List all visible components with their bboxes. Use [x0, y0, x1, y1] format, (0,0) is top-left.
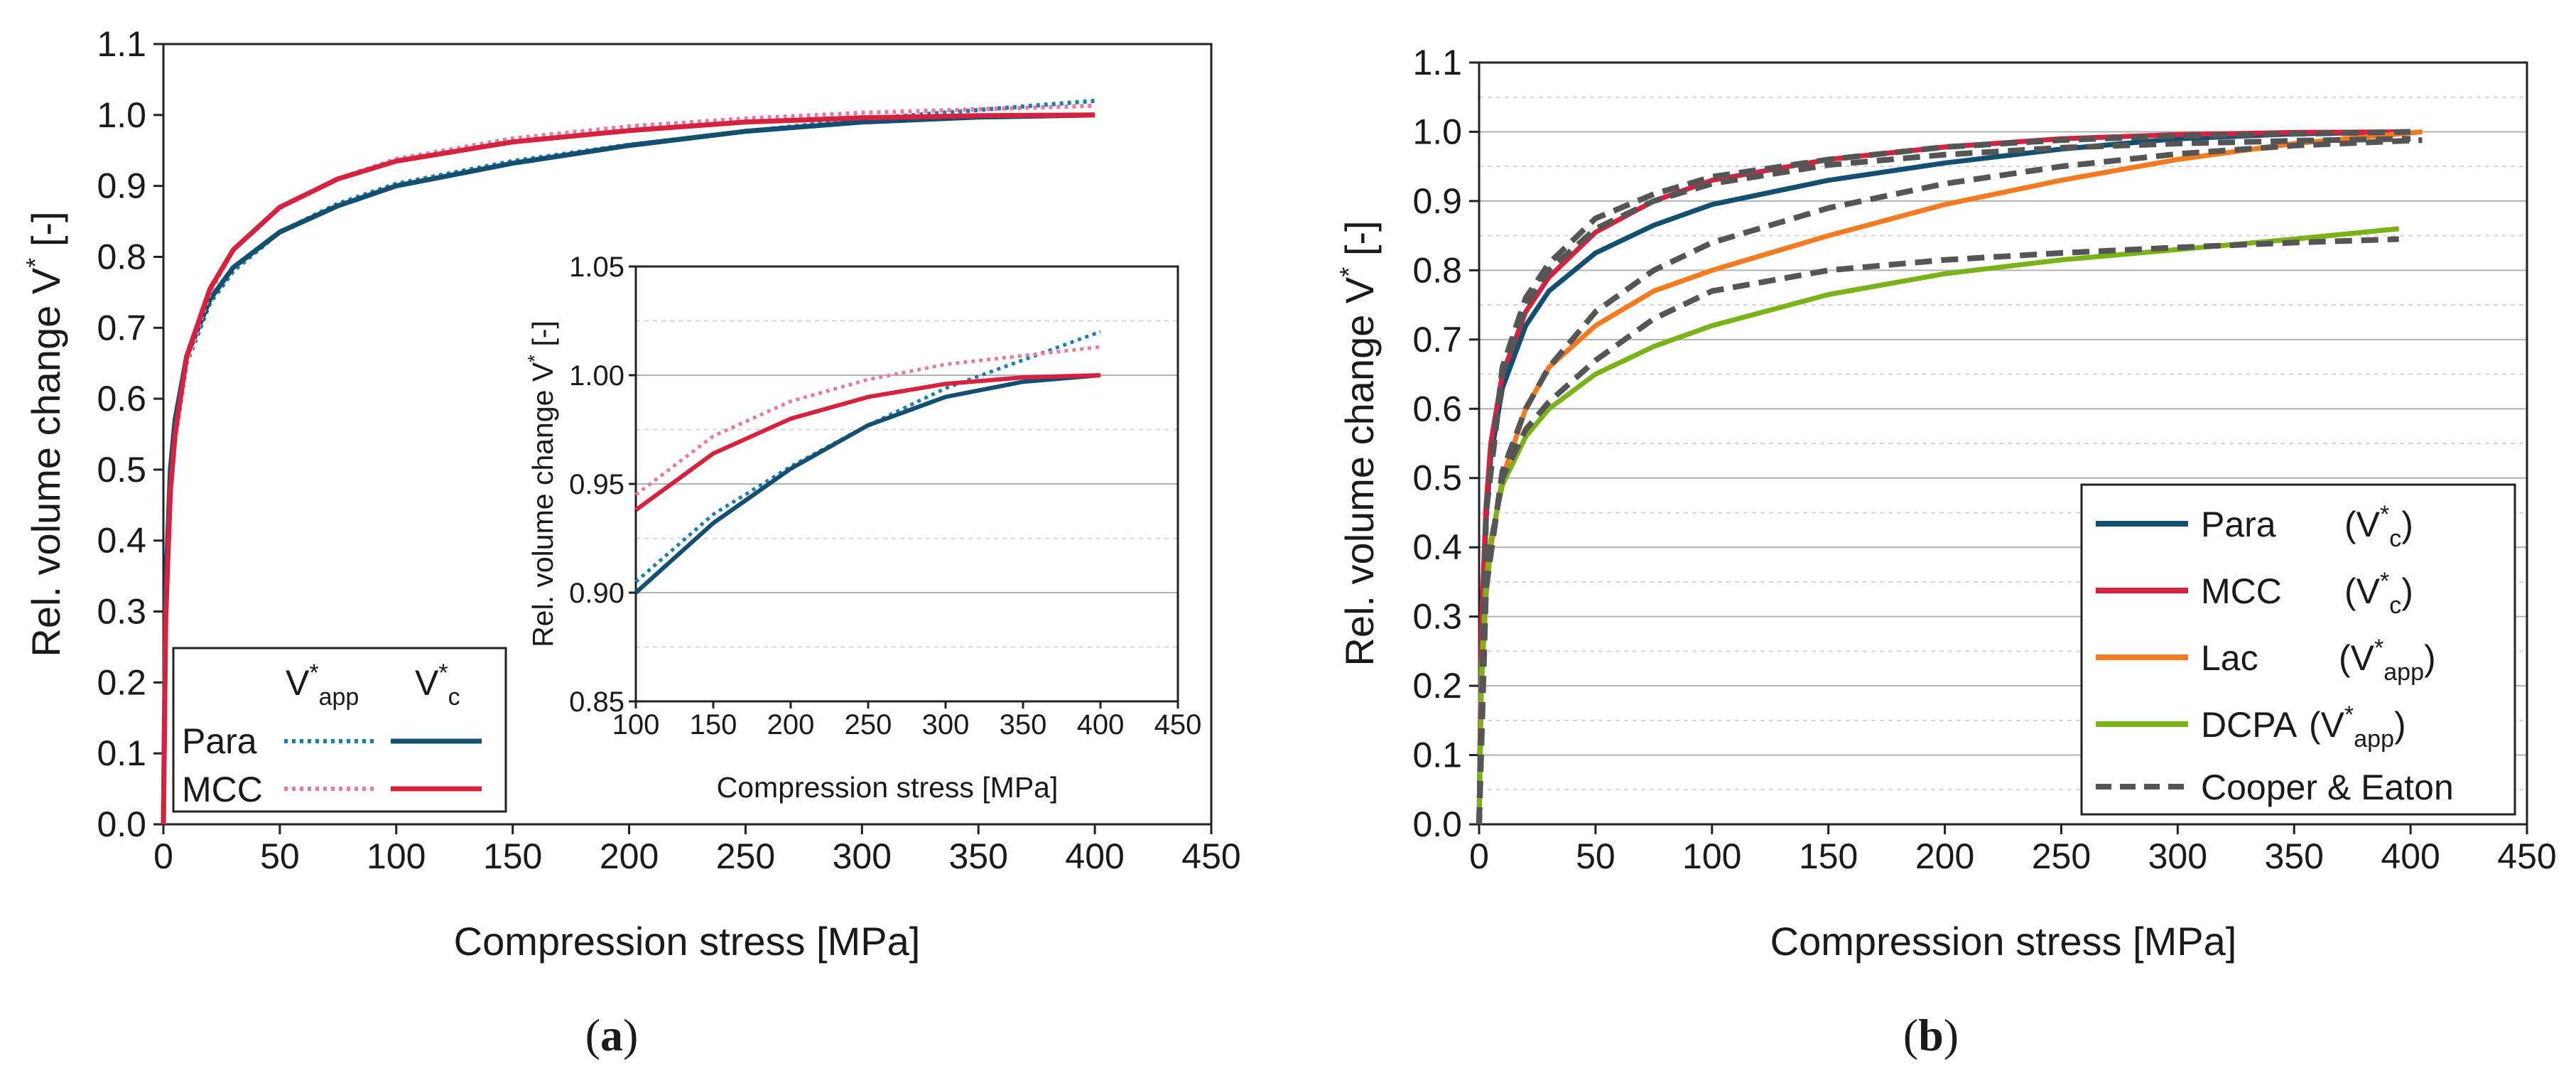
- inset-x-tick-label: 200: [767, 709, 815, 740]
- panel-b-caption: (b): [1903, 1010, 1959, 1060]
- panel-a-x-tick-label: 450: [1181, 836, 1240, 876]
- panel-b-y-tick-label: 0.7: [1412, 320, 1462, 360]
- panel-b-x-tick-label: 400: [2381, 836, 2440, 876]
- panel-a-x-tick-label: 200: [600, 836, 659, 876]
- panel-b-x-tick-label: 300: [2148, 836, 2207, 876]
- panel-b-y-tick-label: 0.4: [1412, 527, 1462, 567]
- panel-a-y-axis-label: Rel. volume change V* [-]: [21, 211, 68, 657]
- panel-a-x-tick-label: 350: [949, 836, 1008, 876]
- legend-label-para-b: Para: [2201, 505, 2276, 544]
- legend-paren-para-b: (V*c): [2344, 501, 2413, 552]
- inset-y-tick-label: 0.85: [569, 686, 624, 718]
- panel-a-inset: 100 150 200 250 300 350 400 450 0.85 0.90 0.95 1.00…: [524, 252, 1201, 804]
- legend-label-mcc-b: MCC: [2201, 571, 2282, 611]
- panel-a-y-tick-label: 0.1: [97, 733, 146, 773]
- legend-label-mcc: MCC: [182, 770, 263, 809]
- panel-b-x-tick-label: 250: [2032, 836, 2091, 876]
- panel-b-x-tick-label: 350: [2265, 836, 2324, 876]
- inset-x-tick-label: 450: [1154, 709, 1202, 740]
- panel-a-y-tick-label: 0.3: [97, 592, 146, 632]
- panel-a-caption: (a): [585, 1010, 639, 1060]
- panel-a-x-tick-label: 150: [483, 836, 542, 876]
- panel-b-series-cooper-eaton-dcpa: [1476, 236, 2399, 825]
- panel-b-x-tick-label: 150: [1799, 836, 1858, 876]
- panel-a-y-tick-label: 0.4: [97, 521, 146, 561]
- legend-header-vapp: V*app: [286, 659, 359, 711]
- inset-x-tick-label: 250: [845, 709, 892, 740]
- panel-b-y-tick-label: 1.1: [1412, 43, 1462, 82]
- panel-b-y-tick-label: 0.6: [1412, 389, 1462, 428]
- panel-b-y-tick-label: 0.5: [1412, 458, 1462, 498]
- panel-a-y-tick-label: 0.6: [97, 379, 146, 419]
- panel-a: 0 50 100 150 200 250 300 350 400 450 0.0 0.1 0.2 0.3 0…: [21, 24, 1241, 1060]
- inset-y-axis-label: Rel. volume change V* [-]: [524, 320, 559, 647]
- panel-b-x-tick-label: 200: [1915, 836, 1974, 876]
- panel-a-x-axis-label: Compression stress [MPa]: [454, 919, 921, 964]
- panel-b-y-tick-label: 0.1: [1412, 735, 1462, 775]
- panel-b-legend-box: [2080, 483, 2516, 816]
- panel-b-x-tick-label: 50: [1576, 836, 1616, 876]
- panel-a-legend-box: [172, 647, 507, 813]
- panel-a-y-tick-label: 0.0: [97, 804, 146, 844]
- inset-y-tick-label: 0.90: [569, 578, 624, 609]
- panel-b-x-tick-label: 450: [2497, 836, 2556, 876]
- panel-a-series-mcc-v-c: [161, 112, 1095, 825]
- panel-b-x-axis-label: Compression stress [MPa]: [1770, 919, 2237, 964]
- legend-label-para: Para: [182, 721, 257, 761]
- inset-series-mcc-v-c: [634, 373, 1101, 512]
- panel-a-x-tick-label: 0: [153, 836, 173, 876]
- panel-a-y-tick-label: 0.7: [97, 308, 146, 347]
- panel-a-x-tick-label: 50: [260, 836, 300, 876]
- panel-a-x-tick-label: 100: [367, 836, 426, 876]
- inset-x-tick-label: 350: [1000, 709, 1047, 740]
- inset-x-tick-label: 300: [922, 709, 970, 740]
- panel-b-y-tick-label: 1.0: [1412, 112, 1462, 151]
- panel-a-y-tick-label: 1.1: [97, 24, 146, 64]
- panel-a-x-tick-label: 400: [1065, 836, 1124, 876]
- panel-a-y-tick-label: 0.8: [97, 237, 146, 276]
- panel-a-x-tick-label: 300: [833, 836, 892, 876]
- inset-x-axis-label: Compression stress [MPa]: [717, 771, 1059, 804]
- legend-paren-mcc-b: (V*c): [2344, 568, 2413, 619]
- panel-b: 0 50 100 150 200 250 300 350 400 450 0.0 0.1 0.2 0.3 0…: [1334, 43, 2557, 1060]
- inset-x-tick-label: 400: [1077, 709, 1125, 740]
- inset-x-tick-label: 150: [690, 709, 737, 740]
- panel-b-plot-frame: [1478, 61, 2528, 826]
- legend-label-cooper-eaton: Cooper & Eaton: [2201, 767, 2454, 807]
- panel-b-y-tick-label: 0.8: [1412, 250, 1462, 290]
- panel-a-legend: V*app V*c Para MCC: [172, 647, 507, 813]
- panel-b-legend: Para (V*c) MCC (V*c) Lac (V*app) DCPA (V…: [2080, 483, 2516, 816]
- panel-b-y-tick-label: 0.9: [1412, 181, 1462, 221]
- inset-y-tick-label: 0.95: [569, 469, 624, 500]
- panel-a-y-tick-label: 0.2: [97, 662, 146, 702]
- inset-x-tick-label: 100: [612, 709, 660, 740]
- inset-series-para-v-c: [634, 373, 1101, 595]
- panel-b-series-cooper-eaton-mcc: [1476, 129, 2411, 825]
- panel-b-x-tick-label: 0: [1469, 836, 1489, 876]
- panel-b-y-axis-label: Rel. volume change V* [-]: [1334, 220, 1382, 666]
- panel-a-x-tick-label: 250: [716, 836, 775, 876]
- legend-label-dcpa: DCPA: [2201, 705, 2298, 745]
- panel-a-y-tick-label: 0.5: [97, 450, 146, 490]
- panel-b-y-tick-label: 0.2: [1412, 666, 1462, 706]
- panel-a-plot-frame: [162, 43, 1213, 826]
- panel-a-y-tick-label: 1.0: [97, 95, 146, 135]
- panel-b-y-tick-label: 0.3: [1412, 597, 1462, 637]
- legend-header-vc: V*c: [415, 659, 460, 711]
- panel-b-series-cooper-eaton-lac: [1476, 137, 2423, 825]
- inset-y-tick-label: 1.05: [569, 252, 624, 283]
- legend-label-lac: Lac: [2201, 638, 2258, 678]
- panel-a-y-tick-label: 0.9: [97, 166, 146, 206]
- inset-series-mcc-v-app: [634, 345, 1101, 497]
- panel-b-y-tick-label: 0.0: [1412, 804, 1462, 844]
- panel-b-x-tick-label: 100: [1682, 836, 1741, 876]
- inset-y-tick-label: 1.00: [569, 360, 624, 392]
